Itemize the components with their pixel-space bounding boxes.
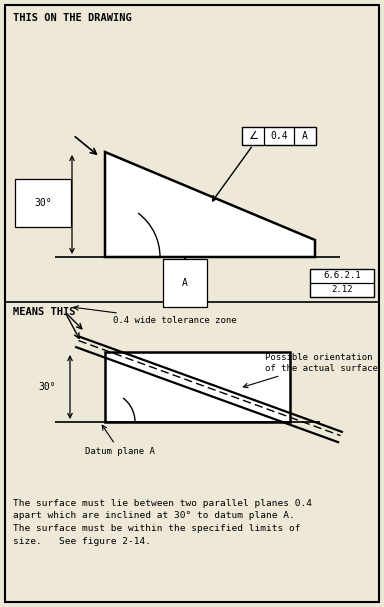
Text: Datum plane A: Datum plane A (85, 426, 155, 456)
Text: A: A (182, 278, 188, 288)
Text: 0.4: 0.4 (270, 131, 288, 141)
Bar (242, 127, 316, 145)
Text: 2.12: 2.12 (331, 285, 353, 294)
Polygon shape (178, 265, 192, 273)
Polygon shape (105, 152, 315, 257)
Bar (310, 269, 374, 297)
Text: 30°: 30° (34, 198, 52, 208)
Text: THIS ON THE DRAWING: THIS ON THE DRAWING (13, 13, 132, 23)
Text: A: A (302, 131, 308, 141)
Text: The surface must lie between two parallel planes 0.4
apart which are inclined at: The surface must lie between two paralle… (13, 499, 312, 546)
Text: 0.4 wide tolerance zone: 0.4 wide tolerance zone (74, 306, 237, 325)
Text: MEANS THIS: MEANS THIS (13, 307, 76, 317)
Text: 30°: 30° (38, 382, 56, 392)
Text: ∠: ∠ (248, 131, 258, 141)
Polygon shape (105, 352, 290, 422)
Text: 6.6.2.1: 6.6.2.1 (323, 271, 361, 280)
Text: Possible orientation
of the actual surface: Possible orientation of the actual surfa… (243, 353, 378, 388)
